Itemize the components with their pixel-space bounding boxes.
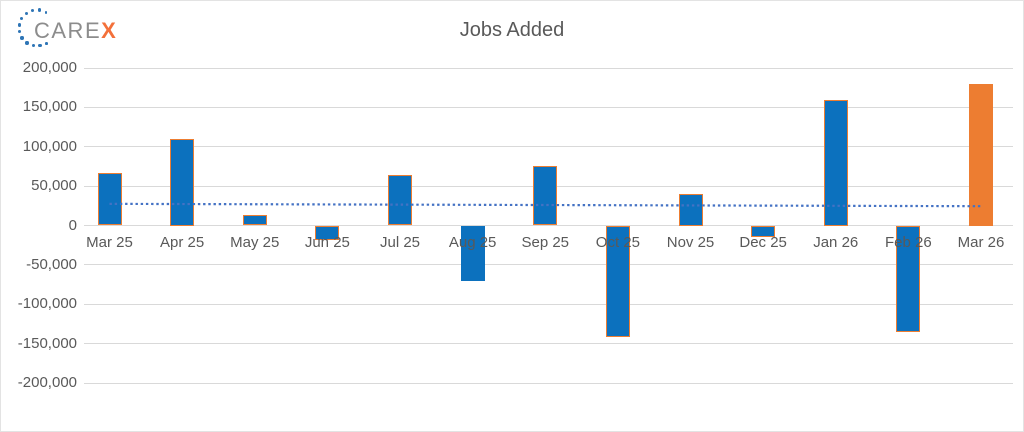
logo-dot (45, 41, 48, 45)
logo-dotted-circle-icon (9, 5, 57, 53)
y-axis-tick-label: -150,000 (17, 334, 77, 352)
logo-dot (24, 11, 29, 16)
bar-mar-26[interactable] (969, 83, 993, 226)
x-axis-label-jun-25: Jun 25 (304, 234, 350, 251)
bar-nov-25[interactable] (678, 194, 703, 226)
logo-dot (38, 44, 42, 48)
logo-dot (25, 41, 29, 45)
logo-text: CAREX (34, 18, 116, 44)
y-axis-tick-label: -50,000 (26, 255, 77, 273)
carex-logo: CAREX (9, 5, 119, 53)
bar-sep-25[interactable] (533, 165, 558, 226)
x-axis-label-nov-25: Nov 25 (666, 234, 715, 251)
bar-may-25[interactable] (242, 215, 267, 226)
y-axis-tick-label: 50,000 (31, 177, 77, 195)
logo-dot (30, 8, 35, 13)
x-axis-label-mar-26: Mar 26 (957, 234, 1005, 251)
bar-jun-25[interactable] (315, 225, 340, 240)
x-axis-label-may-25: May 25 (230, 234, 280, 251)
bar-mar-25[interactable] (97, 172, 122, 226)
x-axis-label-oct-25: Oct 25 (595, 234, 640, 251)
y-axis-tick-label: 0 (68, 216, 77, 234)
x-axis-label-jan-26: Jan 26 (813, 234, 859, 251)
gridline (84, 343, 1013, 345)
x-axis-label-jul-25: Jul 25 (379, 234, 421, 251)
gridline (84, 382, 1013, 384)
bar-aug-25[interactable] (460, 225, 485, 281)
logo-text-care: CARE (34, 18, 102, 43)
x-axis-label-mar-25: Mar 25 (86, 234, 133, 251)
x-axis-label-sep-25: Sep 25 (521, 234, 570, 251)
bar-dec-25[interactable] (751, 225, 776, 238)
x-axis-label-feb-26: Feb 26 (885, 234, 932, 251)
y-axis-tick-label: -200,000 (17, 374, 77, 391)
chart-title: Jobs Added (459, 19, 565, 41)
logo-dot (31, 43, 35, 48)
logo-dot (17, 23, 21, 27)
logo-dot (17, 30, 22, 34)
y-axis-tick-label: 100,000 (22, 137, 77, 155)
logo-text-x: X (101, 18, 116, 43)
bar-apr-25[interactable] (170, 138, 195, 226)
x-axis-label-aug-25: Aug 25 (448, 234, 497, 251)
gridline (84, 106, 1013, 108)
gridline (84, 264, 1013, 266)
bar-feb-26[interactable] (896, 225, 921, 332)
y-axis-tick-label: -100,000 (17, 295, 77, 313)
y-axis-tick-label: 200,000 (22, 59, 77, 76)
y-axis-tick-label: 150,000 (22, 98, 77, 116)
gridline (84, 67, 1013, 69)
bar-jul-25[interactable] (388, 175, 412, 226)
logo-dot (20, 36, 24, 40)
gridline (84, 146, 1013, 148)
bar-jan-26[interactable] (823, 99, 848, 226)
x-axis-label-apr-25: Apr 25 (160, 234, 205, 251)
x-axis-label-dec-25: Dec 25 (739, 234, 787, 251)
logo-dot (20, 16, 24, 21)
gridline (84, 303, 1013, 305)
logo-dot (37, 8, 42, 12)
bar-oct-25[interactable] (605, 225, 630, 338)
gridline (84, 225, 1013, 226)
logo-dot (44, 11, 48, 14)
